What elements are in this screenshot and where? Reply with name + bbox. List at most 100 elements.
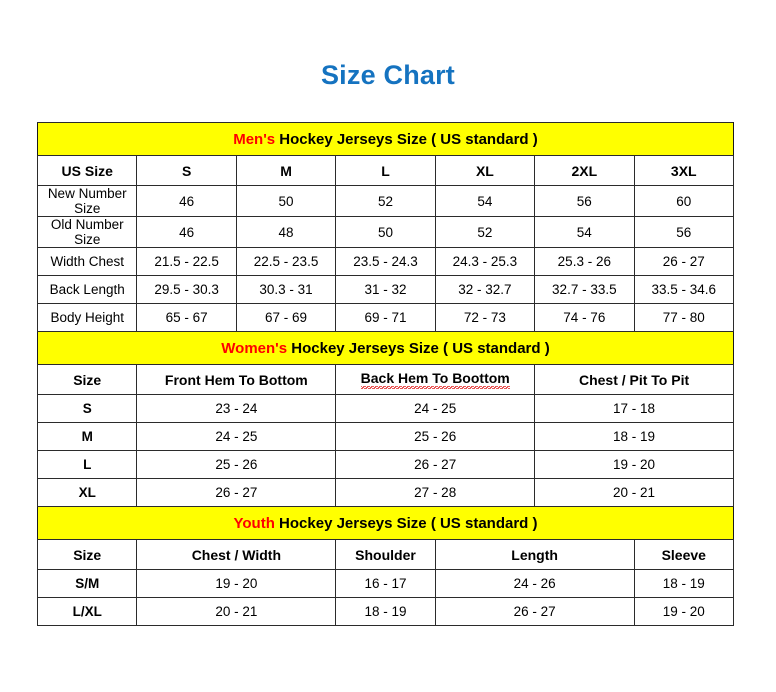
youth-row-1-value-0: 20 - 21 <box>136 597 337 626</box>
youth-row-1-value-1: 18 - 19 <box>335 597 436 626</box>
mens-column-header-row: US Size S M L XL 2XL 3XL <box>36 155 735 186</box>
table-row: S/M 19 - 20 16 - 17 24 - 26 18 - 19 <box>36 569 735 598</box>
mens-row-0-value-2: 52 <box>335 185 436 217</box>
table-row: M 24 - 25 25 - 26 18 - 19 <box>36 422 734 451</box>
youth-col-header-0: Size <box>36 539 138 570</box>
womens-column-header-row: Size Front Hem To Bottom Back Hem To Boo… <box>36 364 734 395</box>
table-row: New Number Size 46 50 52 54 56 60 <box>36 185 735 217</box>
mens-row-4-label: Body Height <box>36 303 138 332</box>
youth-row-0-label: S/M <box>36 569 138 598</box>
mens-col-header-0: US Size <box>36 155 138 186</box>
youth-row-1-value-2: 26 - 27 <box>434 597 635 626</box>
youth-col-header-2: Shoulder <box>335 539 436 570</box>
section-banner-mens-rest: Hockey Jerseys Size ( US standard ) <box>275 130 538 148</box>
womens-row-2-label: L <box>36 450 138 479</box>
mens-row-4-value-5: 77 - 80 <box>633 303 735 332</box>
mens-row-1-value-2: 50 <box>335 216 436 248</box>
womens-row-3-value-1: 27 - 28 <box>335 478 536 507</box>
youth-row-0-value-2: 24 - 26 <box>434 569 635 598</box>
section-banner-mens: Men's Hockey Jerseys Size ( US standard … <box>37 122 734 156</box>
mens-col-header-3: L <box>335 155 436 186</box>
mens-col-header-4: XL <box>434 155 536 186</box>
mens-row-3-value-4: 32.7 - 33.5 <box>534 275 635 304</box>
mens-row-2-value-2: 23.5 - 24.3 <box>335 247 436 276</box>
page-title: Size Chart <box>320 60 456 90</box>
mens-row-1-value-5: 56 <box>633 216 735 248</box>
womens-row-1-value-2: 18 - 19 <box>534 422 734 451</box>
section-banner-youth-accent: Youth <box>233 514 275 532</box>
mens-row-1-label: Old Number Size <box>36 216 138 248</box>
table-row: S 23 - 24 24 - 25 17 - 18 <box>36 394 734 423</box>
mens-row-3-label: Back Length <box>36 275 138 304</box>
size-chart-table: Men's Hockey Jerseys Size ( US standard … <box>36 122 735 626</box>
womens-row-3-label: XL <box>36 478 138 507</box>
youth-row-0-value-3: 18 - 19 <box>633 569 735 598</box>
mens-row-2-value-3: 24.3 - 25.3 <box>434 247 536 276</box>
womens-row-1-value-0: 24 - 25 <box>136 422 337 451</box>
womens-row-2-value-0: 25 - 26 <box>136 450 337 479</box>
size-chart-table-wrapper: Men's Hockey Jerseys Size ( US standard … <box>36 122 735 626</box>
table-row: Back Length 29.5 - 30.3 30.3 - 31 31 - 3… <box>36 275 735 304</box>
table-row: Old Number Size 46 48 50 52 54 56 <box>36 216 735 248</box>
youth-row-0-value-1: 16 - 17 <box>335 569 436 598</box>
youth-column-header-row: Size Chest / Width Shoulder Length Sleev… <box>36 539 735 570</box>
section-banner-mens-cell: Men's Hockey Jerseys Size ( US standard … <box>37 122 734 156</box>
womens-row-3-value-2: 20 - 21 <box>534 478 734 507</box>
mens-row-0-value-5: 60 <box>633 185 735 217</box>
youth-row-1-label: L/XL <box>36 597 138 626</box>
mens-row-3-value-1: 30.3 - 31 <box>235 275 337 304</box>
youth-row-1-value-3: 19 - 20 <box>633 597 735 626</box>
section-banner-womens-cell: Women's Hockey Jerseys Size ( US standar… <box>37 331 734 365</box>
mens-col-header-2: M <box>235 155 337 186</box>
mens-row-0-value-1: 50 <box>235 185 337 217</box>
youth-col-header-4: Sleeve <box>633 539 735 570</box>
mens-row-4-value-3: 72 - 73 <box>434 303 536 332</box>
mens-row-2-value-4: 25.3 - 26 <box>534 247 635 276</box>
mens-row-2-label: Width Chest <box>36 247 138 276</box>
mens-row-3-value-3: 32 - 32.7 <box>434 275 536 304</box>
womens-row-1-value-1: 25 - 26 <box>335 422 536 451</box>
womens-col-header-1: Front Hem To Bottom <box>136 364 337 395</box>
womens-col-header-0: Size <box>36 364 138 395</box>
table-row: L/XL 20 - 21 18 - 19 26 - 27 19 - 20 <box>36 597 735 626</box>
mens-row-0-value-3: 54 <box>434 185 536 217</box>
mens-row-3-value-5: 33.5 - 34.6 <box>633 275 735 304</box>
mens-row-1-value-3: 52 <box>434 216 536 248</box>
mens-col-header-6: 3XL <box>633 155 735 186</box>
mens-row-0-value-0: 46 <box>136 185 237 217</box>
womens-row-2-value-2: 19 - 20 <box>534 450 734 479</box>
womens-row-1-label: M <box>36 422 138 451</box>
youth-col-header-1: Chest / Width <box>136 539 337 570</box>
womens-row-0-label: S <box>36 394 138 423</box>
mens-row-2-value-0: 21.5 - 22.5 <box>136 247 237 276</box>
section-banner-womens-rest: Hockey Jerseys Size ( US standard ) <box>287 339 550 357</box>
womens-row-0-value-2: 17 - 18 <box>534 394 734 423</box>
table-row: XL 26 - 27 27 - 28 20 - 21 <box>36 478 734 507</box>
mens-row-0-value-4: 56 <box>534 185 635 217</box>
mens-row-4-value-1: 67 - 69 <box>235 303 337 332</box>
mens-row-3-value-2: 31 - 32 <box>335 275 436 304</box>
section-banner-womens: Women's Hockey Jerseys Size ( US standar… <box>37 331 734 365</box>
mens-row-2-value-1: 22.5 - 23.5 <box>235 247 337 276</box>
section-banner-womens-accent: Women's <box>221 339 288 357</box>
section-banner-youth: Youth Hockey Jerseys Size ( US standard … <box>37 506 734 540</box>
womens-col-header-2: Back Hem To Boottom <box>335 364 536 395</box>
mens-row-4-value-4: 74 - 76 <box>534 303 635 332</box>
table-row: Width Chest 21.5 - 22.5 22.5 - 23.5 23.5… <box>36 247 735 276</box>
section-banner-youth-cell: Youth Hockey Jerseys Size ( US standard … <box>37 506 734 540</box>
womens-row-3-value-0: 26 - 27 <box>136 478 337 507</box>
table-row: L 25 - 26 26 - 27 19 - 20 <box>36 450 734 479</box>
womens-col-header-2-text: Back Hem To Boottom <box>360 370 510 389</box>
mens-row-1-value-4: 54 <box>534 216 635 248</box>
table-row: Body Height 65 - 67 67 - 69 69 - 71 72 -… <box>36 303 735 332</box>
section-banner-youth-rest: Hockey Jerseys Size ( US standard ) <box>274 514 538 532</box>
mens-col-header-5: 2XL <box>534 155 635 186</box>
mens-col-header-1: S <box>136 155 237 186</box>
mens-row-4-value-0: 65 - 67 <box>136 303 237 332</box>
womens-col-header-3: Chest / Pit To Pit <box>534 364 734 395</box>
womens-row-0-value-0: 23 - 24 <box>136 394 337 423</box>
youth-col-header-3: Length <box>434 539 635 570</box>
mens-row-3-value-0: 29.5 - 30.3 <box>136 275 237 304</box>
mens-row-2-value-5: 26 - 27 <box>633 247 735 276</box>
